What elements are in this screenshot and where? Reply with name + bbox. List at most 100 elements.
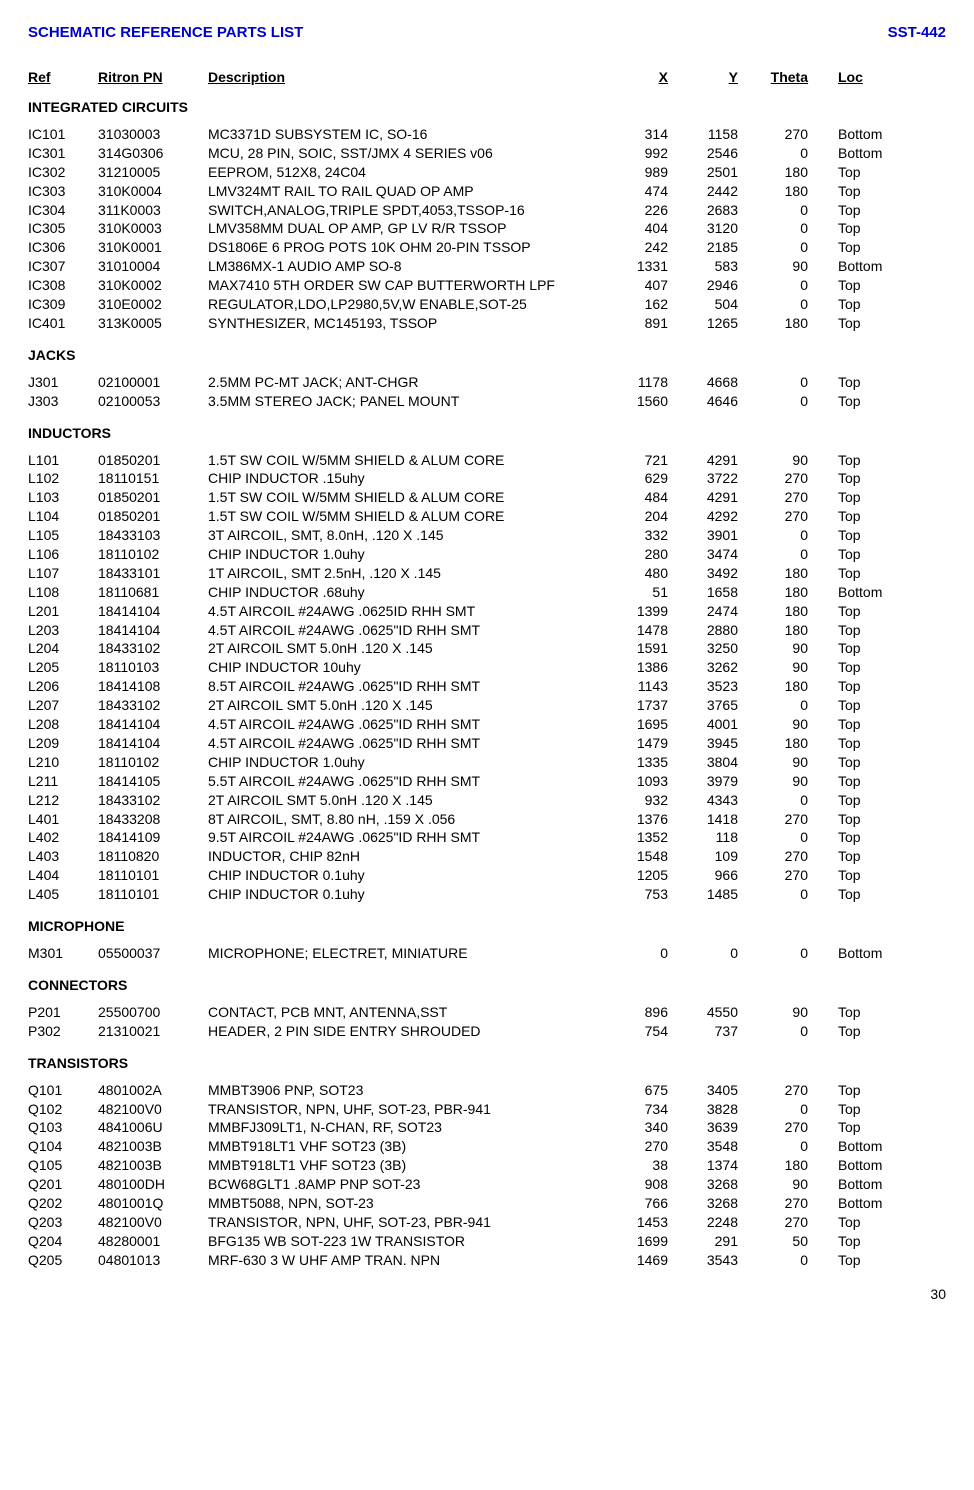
cell-x: 754 <box>608 1022 668 1041</box>
cell-loc: Top <box>808 545 918 564</box>
cell-x: 1386 <box>608 658 668 677</box>
cell-y: 1265 <box>668 314 738 333</box>
cell-y: 3979 <box>668 772 738 791</box>
cell-desc: 9.5T AIRCOIL #24AWG .0625"ID RHH SMT <box>208 828 608 847</box>
table-row: L211184141055.5T AIRCOIL #24AWG .0625"ID… <box>28 772 946 791</box>
cell-loc: Top <box>808 753 918 772</box>
cell-y: 3474 <box>668 545 738 564</box>
page-number: 30 <box>28 1286 946 1302</box>
cell-x: 340 <box>608 1118 668 1137</box>
cell-y: 1418 <box>668 810 738 829</box>
cell-ref: L104 <box>28 507 98 526</box>
cell-desc: DS1806E 6 PROG POTS 10K OHM 20-PIN TSSOP <box>208 238 608 257</box>
cell-theta: 0 <box>738 238 808 257</box>
cell-pn: 310K0001 <box>98 238 208 257</box>
cell-theta: 180 <box>738 314 808 333</box>
table-row: IC306310K0001DS1806E 6 PROG POTS 10K OHM… <box>28 238 946 257</box>
table-row: M30105500037MICROPHONE; ELECTRET, MINIAT… <box>28 944 946 963</box>
cell-y: 118 <box>668 828 738 847</box>
cell-pn: 18433102 <box>98 639 208 658</box>
cell-y: 4292 <box>668 507 738 526</box>
cell-theta: 0 <box>738 144 808 163</box>
cell-ref: P201 <box>28 1003 98 1022</box>
cell-pn: 18433103 <box>98 526 208 545</box>
cell-theta: 0 <box>738 219 808 238</box>
cell-loc: Bottom <box>808 1156 918 1175</box>
cell-theta: 0 <box>738 696 808 715</box>
table-row: L105184331033T AIRCOIL, SMT, 8.0nH, .120… <box>28 526 946 545</box>
cell-ref: IC302 <box>28 163 98 182</box>
cell-ref: IC303 <box>28 182 98 201</box>
cell-theta: 180 <box>738 734 808 753</box>
cell-ref: L401 <box>28 810 98 829</box>
cell-theta: 0 <box>738 201 808 220</box>
cell-pn: 18433101 <box>98 564 208 583</box>
cell-desc: 8.5T AIRCOIL #24AWG .0625"ID RHH SMT <box>208 677 608 696</box>
cell-theta: 90 <box>738 772 808 791</box>
cell-pn: 18414104 <box>98 715 208 734</box>
table-row: P20125500700CONTACT, PCB MNT, ANTENNA,SS… <box>28 1003 946 1022</box>
cell-loc: Top <box>808 163 918 182</box>
cell-desc: CHIP INDUCTOR 0.1uhy <box>208 885 608 904</box>
cell-pn: 25500700 <box>98 1003 208 1022</box>
cell-loc: Top <box>808 639 918 658</box>
cell-pn: 18110681 <box>98 583 208 602</box>
cell-desc: MMBT918LT1 VHF SOT23 (3B) <box>208 1137 608 1156</box>
cell-ref: L204 <box>28 639 98 658</box>
cell-theta: 270 <box>738 469 808 488</box>
table-row: L40418110101CHIP INDUCTOR 0.1uhy12059662… <box>28 866 946 885</box>
cell-loc: Bottom <box>808 144 918 163</box>
table-row: IC308310K0002MAX7410 5TH ORDER SW CAP BU… <box>28 276 946 295</box>
cell-loc: Top <box>808 885 918 904</box>
cell-pn: 18433102 <box>98 791 208 810</box>
cell-y: 3722 <box>668 469 738 488</box>
cell-loc: Top <box>808 715 918 734</box>
cell-x: 1352 <box>608 828 668 847</box>
table-row: Q20448280001BFG135 WB SOT-223 1W TRANSIS… <box>28 1232 946 1251</box>
cell-desc: 1.5T SW COIL W/5MM SHIELD & ALUM CORE <box>208 507 608 526</box>
cell-loc: Top <box>808 1118 918 1137</box>
cell-y: 4550 <box>668 1003 738 1022</box>
cell-desc: 2T AIRCOIL SMT 5.0nH .120 X .145 <box>208 639 608 658</box>
cell-y: 2501 <box>668 163 738 182</box>
cell-pn: 21310021 <box>98 1022 208 1041</box>
cell-x: 1695 <box>608 715 668 734</box>
cell-x: 1399 <box>608 602 668 621</box>
cell-loc: Top <box>808 469 918 488</box>
table-row: L10218110151CHIP INDUCTOR .15uhy62937222… <box>28 469 946 488</box>
cell-x: 1143 <box>608 677 668 696</box>
table-row: IC30231210005EEPROM, 512X8, 24C049892501… <box>28 163 946 182</box>
cell-y: 2546 <box>668 144 738 163</box>
cell-ref: Q102 <box>28 1100 98 1119</box>
cell-desc: MCU, 28 PIN, SOIC, SST/JMX 4 SERIES v06 <box>208 144 608 163</box>
cell-loc: Top <box>808 1213 918 1232</box>
cell-ref: L210 <box>28 753 98 772</box>
cell-y: 3120 <box>668 219 738 238</box>
cell-theta: 90 <box>738 1003 808 1022</box>
cell-pn: 18414104 <box>98 602 208 621</box>
cell-y: 4668 <box>668 373 738 392</box>
section-title: MICROPHONE <box>28 918 946 934</box>
cell-theta: 90 <box>738 1175 808 1194</box>
sections-container: INTEGRATED CIRCUITSIC10131030003MC3371D … <box>28 99 946 1270</box>
cell-pn: 31210005 <box>98 163 208 182</box>
cell-pn: 310K0002 <box>98 276 208 295</box>
cell-theta: 180 <box>738 182 808 201</box>
cell-pn: 18110151 <box>98 469 208 488</box>
cell-y: 3765 <box>668 696 738 715</box>
cell-loc: Top <box>808 696 918 715</box>
table-row: L20518110103CHIP INDUCTOR 10uhy138632629… <box>28 658 946 677</box>
cell-theta: 270 <box>738 488 808 507</box>
cell-ref: L211 <box>28 772 98 791</box>
cell-ref: L209 <box>28 734 98 753</box>
table-row: Q1014801002AMMBT3906 PNP, SOT23675340527… <box>28 1081 946 1100</box>
cell-loc: Top <box>808 677 918 696</box>
cell-x: 989 <box>608 163 668 182</box>
cell-ref: L203 <box>28 621 98 640</box>
cell-theta: 90 <box>738 257 808 276</box>
table-row: L201184141044.5T AIRCOIL #24AWG .0625ID … <box>28 602 946 621</box>
cell-loc: Top <box>808 451 918 470</box>
table-row: IC303310K0004LMV324MT RAIL TO RAIL QUAD … <box>28 182 946 201</box>
cell-theta: 270 <box>738 866 808 885</box>
cell-loc: Top <box>808 238 918 257</box>
